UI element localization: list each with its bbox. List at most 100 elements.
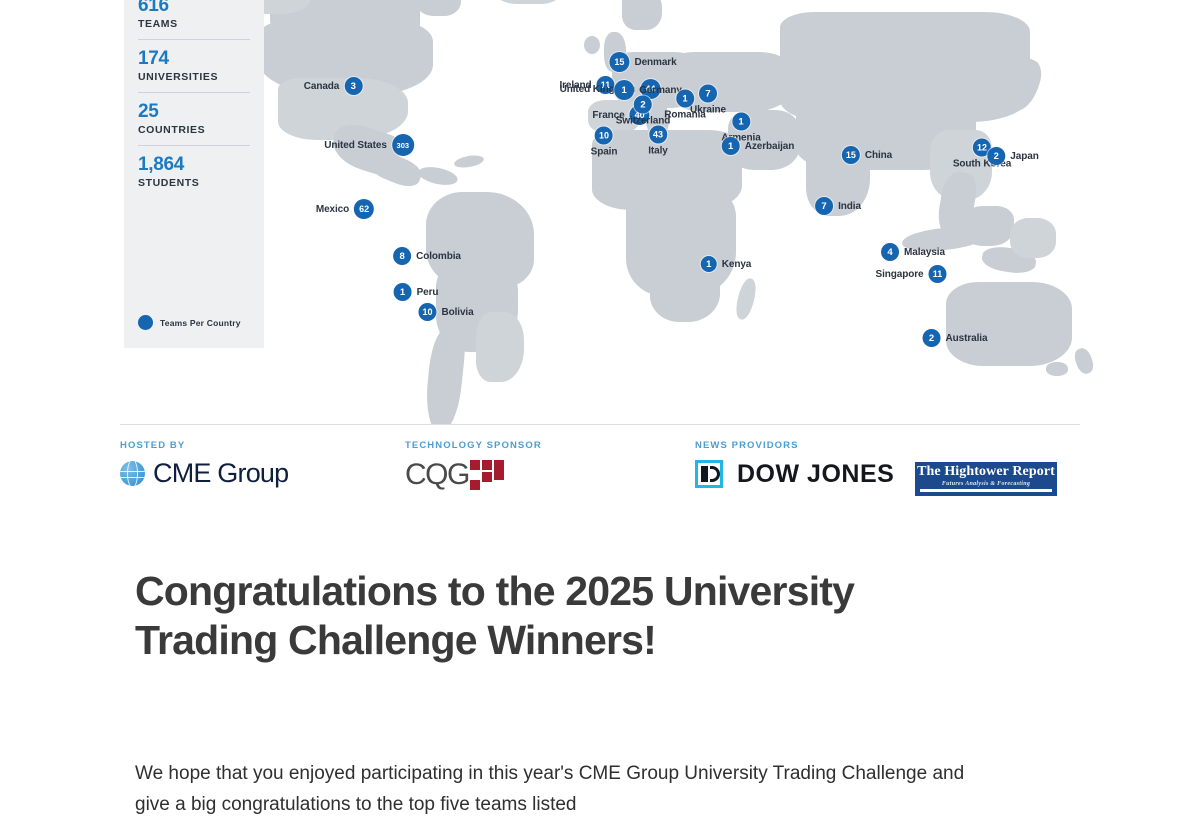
section-divider [120,424,1080,425]
map-marker-japan[interactable]: 2 Japan [987,147,1039,165]
marker-country-label: United States [324,139,387,151]
legend-label: Teams Per Country [160,317,241,328]
map-marker-azerbaijan[interactable]: 1 Azerbaijan [721,137,794,155]
globe-icon [120,461,145,486]
marker-count-bubble: 2 [922,329,941,347]
sponsors-bar: HOSTED BY CME Group TECHNOLOGY SPONSOR C… [120,440,1080,510]
map-marker-armenia[interactable]: 1 Armenia [721,112,761,144]
cme-group-logo[interactable]: CME Group [120,458,289,488]
map-marker-india[interactable]: 7 India [815,197,861,215]
marker-country-label: Kenya [721,258,752,270]
newsletter-page: 616 TEAMS 174 UNIVERSITIES 25 COUNTRIES … [120,0,1096,815]
marker-country-label: Japan [1010,150,1039,162]
marker-count-bubble: 44 [640,79,661,99]
stat-universities-number: 174 [138,47,169,69]
marker-country-label: Italy [648,145,668,157]
cqg-logo[interactable]: CQG [405,460,542,490]
marker-country-label: Switzerland [615,115,671,127]
stat-teams: 616 TEAMS [138,0,250,39]
map-marker-romania[interactable]: 1 Romania [664,89,706,121]
marker-count-bubble: 15 [841,146,860,164]
world-map-section: 616 TEAMS 174 UNIVERSITIES 25 COUNTRIES … [124,0,1096,424]
marker-count-bubble: 2 [634,95,652,114]
marker-country-label: Armenia [721,132,761,144]
marker-count-bubble: 1 [675,89,694,108]
news-providors-kicker: NEWS PROVIDORS [695,440,799,451]
marker-count-bubble: 2 [987,147,1006,165]
marker-country-label: Australia [945,332,988,344]
marker-country-label: Germany [639,84,682,96]
hightower-tagline: Futures Analysis & Forecasting [941,480,1031,487]
legend-dot-icon [138,315,153,330]
stat-teams-label: TEAMS [138,17,178,30]
stat-universities-label: UNIVERSITIES [138,70,219,83]
dow-jones-logo[interactable]: DOW JONES [695,460,894,488]
marker-count-bubble: 4 [881,243,900,261]
marker-count-bubble: 12 [972,138,991,157]
map-marker-united-kingdom[interactable]: 44 United Kingdom [560,79,661,99]
stat-countries: 25 COUNTRIES [138,91,250,145]
hightower-rule [920,488,1052,492]
marker-count-bubble: 10 [594,126,613,145]
dow-jones-mark-icon [695,460,723,488]
marker-country-label: India [838,200,861,212]
marker-country-label: Ukraine [690,104,726,116]
marker-country-label: France [592,109,625,121]
map-marker-ireland[interactable]: 11 Ireland [559,76,615,94]
map-marker-malaysia[interactable]: 4 Malaysia [881,243,945,261]
map-marker-bolivia[interactable]: 10 Bolivia [418,303,474,321]
marker-count-bubble: 3 [344,77,363,95]
map-marker-australia[interactable]: 2 Australia [922,329,988,347]
marker-count-bubble: 1 [700,256,717,272]
marker-count-bubble: 1 [614,80,635,100]
sponsor-news: NEWS PROVIDORS DOW JONES [695,440,894,488]
marker-count-bubble: 8 [393,247,412,265]
marker-count-bubble: 43 [648,125,667,144]
stats-sidebar: 616 TEAMS 174 UNIVERSITIES 25 COUNTRIES … [124,0,264,348]
hosted-by-kicker: HOSTED BY [120,440,186,451]
map-marker-germany[interactable]: 1 Germany [614,80,682,100]
map-marker-colombia[interactable]: 8 Colombia [393,247,461,265]
cqg-wordmark: CQG [405,458,470,491]
sponsor-hightower: The Hightower Report Futures Analysis & … [915,462,1057,496]
map-marker-kenya[interactable]: 1 Kenya [700,256,752,272]
sponsor-technology: TECHNOLOGY SPONSOR CQG [405,440,542,490]
map-marker-peru[interactable]: 1 Peru [393,283,439,301]
marker-count-bubble: 1 [393,283,412,301]
marker-count-bubble: 1 [721,137,740,155]
map-marker-italy[interactable]: 43 Italy [648,125,668,157]
marker-country-label: Peru [416,286,439,298]
cqg-checker-icon [469,460,504,490]
stat-countries-label: COUNTRIES [138,123,206,136]
marker-country-label: Mexico [315,203,350,215]
page-headline: Congratulations to the 2025 University T… [135,568,855,663]
marker-count-bubble: 303 [391,134,414,156]
stat-countries-number: 25 [138,100,159,122]
map-marker-ukraine[interactable]: 7 Ukraine [690,84,726,116]
map-marker-united-states[interactable]: 303 United States [324,134,414,156]
map-marker-canada[interactable]: 3 Canada [304,77,363,95]
marker-count-bubble: 62 [354,199,375,219]
map-marker-denmark[interactable]: 15 Denmark [609,52,677,72]
map-marker-mexico[interactable]: 62 Mexico [315,199,375,219]
marker-country-label: Spain [590,146,618,158]
technology-sponsor-kicker: TECHNOLOGY SPONSOR [405,440,542,451]
marker-count-bubble: 7 [699,84,717,103]
map-marker-china[interactable]: 15 China [841,146,892,164]
hightower-report-logo[interactable]: The Hightower Report Futures Analysis & … [915,462,1057,496]
map-marker-singapore[interactable]: 11 Singapore [876,265,947,283]
map-marker-south-korea[interactable]: 12 South Korea [953,138,1011,170]
marker-count-bubble: 10 [418,303,437,321]
stat-teams-number: 616 [138,0,169,16]
marker-country-label: Malaysia [904,246,945,258]
map-marker-spain[interactable]: 10 Spain [590,126,618,158]
marker-country-label: Ireland [559,79,592,91]
dow-jones-wordmark: DOW JONES [737,459,895,488]
map-marker-switzerland[interactable]: 2 Switzerland [615,95,671,127]
marker-count-bubble: 11 [596,76,615,94]
marker-country-label: Denmark [634,56,677,68]
intro-paragraph: We hope that you enjoyed participating i… [135,763,965,815]
stat-universities: 174 UNIVERSITIES [138,38,250,92]
cme-group-wordmark: CME Group [153,458,289,488]
marker-count-bubble: 15 [609,52,630,72]
